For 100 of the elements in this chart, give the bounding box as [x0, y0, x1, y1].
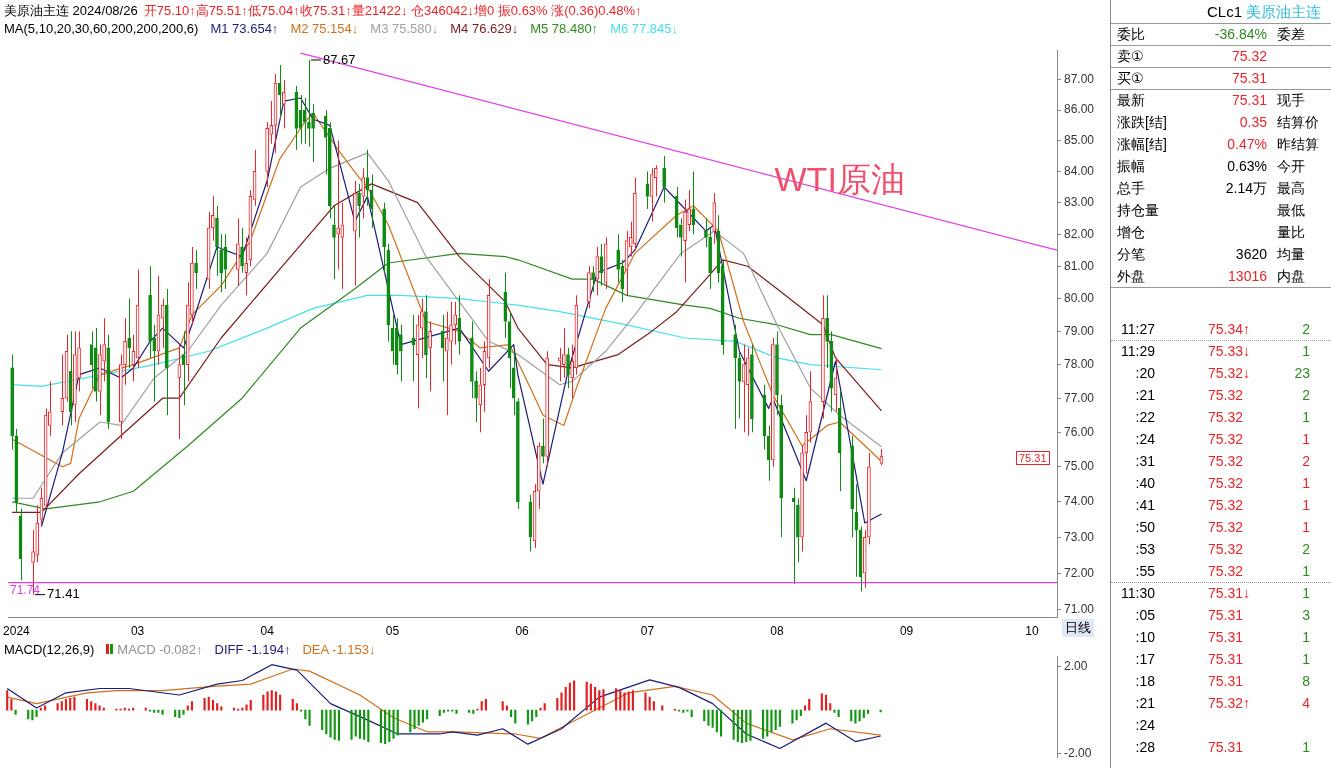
y-tick-label: 85.00 [1064, 132, 1095, 147]
category-label: 今开 [1277, 158, 1305, 174]
data-label: 2 [1302, 540, 1310, 559]
category-label: 昨结算 [1277, 136, 1319, 152]
category-label: :17 [1135, 650, 1155, 669]
legend-title: MA(5,10,20,30,60,200,200,200,6) [4, 21, 199, 36]
y-tick-label: 80.00 [1064, 290, 1095, 305]
data-label: 1 [1302, 584, 1310, 603]
x-tick-label: 09 [899, 623, 914, 638]
category-label: 最低 [1277, 202, 1305, 218]
category-label: 11:29 [1121, 342, 1155, 361]
annotation: 75.31 [1016, 451, 1050, 465]
category-label: 卖① [1117, 47, 1144, 66]
annotation: 87.67 [322, 51, 356, 67]
x-tick-label: 08 [770, 623, 784, 638]
x-tick-label: 07 [640, 623, 655, 638]
y-tick-label: 71.00 [1064, 601, 1095, 616]
data-label: 75.32 [1208, 562, 1244, 581]
text: M3 75.580↓ [370, 21, 439, 36]
text: 日线 [1062, 619, 1094, 637]
data-label: 1 [1302, 738, 1310, 757]
y-tick-label: 2.00 [1064, 659, 1088, 674]
x-tick-label: 04 [260, 623, 275, 638]
data-label: 1 [1302, 628, 1310, 647]
category-label: 外盘 [1117, 267, 1145, 286]
legend-label: MACD -0.082↑ [117, 642, 203, 657]
data-label: 75.32 [1208, 452, 1244, 471]
category-label: :21 [1135, 386, 1155, 405]
data-label: 2 [1302, 452, 1310, 471]
data-label: 13016 [1228, 267, 1267, 286]
text: M2 75.154↓ [290, 21, 359, 36]
category-label: 11:27 [1121, 320, 1155, 339]
category-label: 内盘 [1277, 268, 1305, 284]
data-label: 1 [1302, 562, 1310, 581]
category-label: :22 [1135, 408, 1155, 427]
data-label: 75.32 [1208, 518, 1244, 537]
data-label: 75.32 [1208, 540, 1244, 559]
y-tick-label: 72.00 [1064, 565, 1095, 580]
annotation: 71.41 [47, 586, 80, 602]
y-tick-label: 83.00 [1064, 194, 1095, 209]
y-tick-label: 87.00 [1064, 72, 1095, 87]
text: CLc1 [1207, 3, 1243, 20]
text: M4 76.629↓ [450, 21, 519, 36]
text: M5 78.480↑ [530, 21, 599, 36]
category-label: 涨跌[结] [1117, 113, 1167, 132]
series-label: DEA -1.153↓ [302, 642, 376, 657]
category-label: 均量 [1277, 246, 1305, 262]
data-label: 23 [1294, 364, 1310, 383]
category-label: 买① [1117, 69, 1144, 88]
x-tick-label: 06 [515, 623, 530, 638]
data-label: 2.14万 [1225, 179, 1267, 198]
x-tick-label: 03 [130, 623, 145, 638]
data-label: 75.32 [1208, 408, 1244, 427]
text: M1 73.654↑ [210, 21, 279, 36]
x-tick-label: 10 [1025, 623, 1039, 638]
y-tick-label: 86.00 [1064, 102, 1095, 117]
data-label: 0.47% [1227, 135, 1267, 154]
category-label: :41 [1135, 496, 1155, 515]
category-label: 振幅 [1117, 157, 1145, 176]
category-label: :10 [1135, 628, 1155, 647]
category-label: 量比 [1277, 224, 1305, 240]
category-label: :31 [1135, 452, 1155, 471]
chart-subtitle: 开75.10↑高75.51↑低75.04↑收75.31↑量21422↓ 仓346042↓增0 振0.63% 涨(0.36)0.48%↑ [143, 3, 642, 18]
data-label: 75.32 [1208, 474, 1244, 493]
text: 美原油主连 [1246, 3, 1322, 20]
data-label: 75.32↑ [1208, 694, 1251, 713]
category-label: 结算价 [1277, 114, 1319, 130]
category-label: 委比 [1117, 25, 1145, 44]
category-label: :18 [1135, 672, 1155, 691]
data-label: 1 [1302, 408, 1310, 427]
y-tick-label: 74.00 [1064, 494, 1095, 509]
data-label: 75.31↓ [1208, 584, 1251, 603]
data-label: 1 [1302, 430, 1310, 449]
category-label: :20 [1135, 364, 1155, 383]
category-label: :53 [1135, 540, 1155, 559]
data-label: 1 [1302, 342, 1310, 361]
data-label: 1 [1302, 518, 1310, 537]
category-label: 总手 [1117, 179, 1145, 198]
data-label: 75.32 [1208, 430, 1244, 449]
data-label: 75.31 [1208, 606, 1244, 625]
data-label: 1 [1302, 496, 1310, 515]
category-label: 委差 [1277, 26, 1305, 42]
series-label: DIFF -1.194↑ [214, 642, 291, 657]
category-label: 持仓量 [1117, 201, 1159, 220]
y-tick-label: 81.00 [1064, 258, 1095, 273]
category-label: 最高 [1277, 180, 1305, 196]
category-label: :24 [1135, 716, 1155, 735]
data-label: 75.31 [1208, 628, 1244, 647]
data-label: 75.32↓ [1208, 364, 1251, 383]
y-tick-label: 79.00 [1064, 323, 1095, 338]
y-tick-label: 82.00 [1064, 226, 1095, 241]
category-label: :28 [1135, 738, 1155, 757]
data-label: 75.33↓ [1208, 342, 1251, 361]
y-tick-label: 77.00 [1064, 390, 1095, 405]
data-label: 75.32 [1208, 496, 1244, 515]
data-label: 75.31 [1231, 91, 1267, 110]
data-label: 75.34↑ [1208, 320, 1251, 339]
x-tick-label: 05 [385, 623, 400, 638]
category-label: :50 [1135, 518, 1155, 537]
data-label: 4 [1302, 694, 1310, 713]
